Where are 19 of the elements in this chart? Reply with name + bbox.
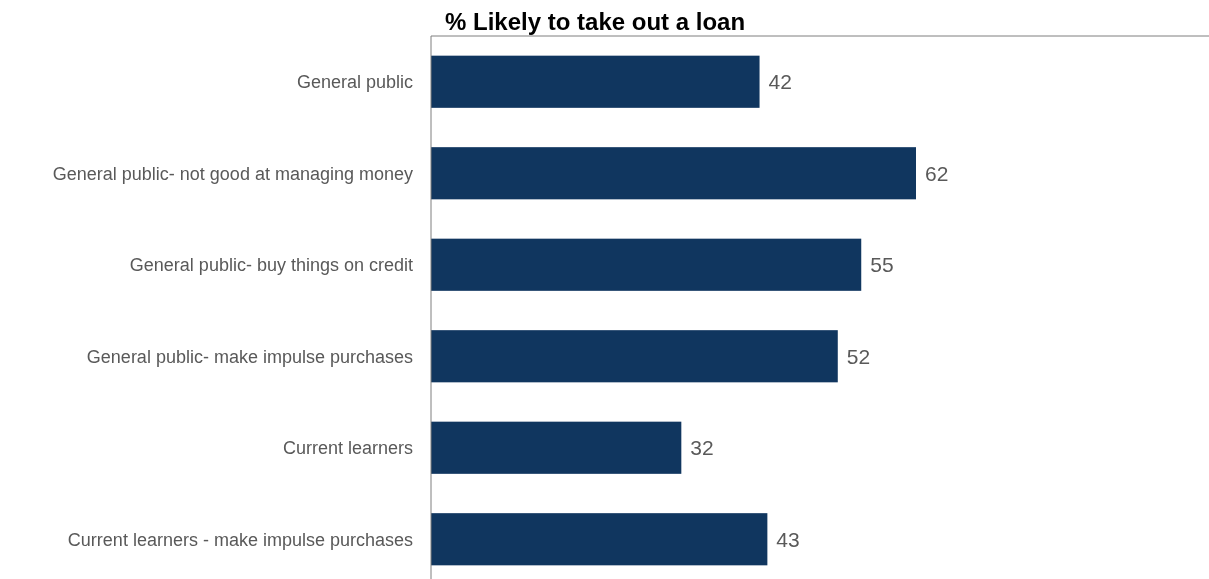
y-tick-label: General public- make impulse purchases (86, 346, 413, 367)
y-tick-label: General public- not good at managing money (52, 163, 413, 184)
chart-title: % Likely to take out a loan (445, 8, 746, 35)
data-label: 32 (690, 436, 714, 460)
bar (431, 55, 760, 108)
y-tick-label: Current learners (282, 438, 413, 459)
data-label: 42 (768, 70, 792, 94)
y-tick-label: General public- buy things on credit (129, 255, 413, 276)
bar (431, 513, 768, 566)
bar (431, 147, 916, 200)
bar (431, 421, 682, 474)
bar (431, 238, 862, 291)
data-label: 43 (776, 527, 800, 551)
bar (431, 330, 838, 383)
data-label: 52 (846, 344, 871, 368)
data-label: 62 (925, 161, 949, 185)
data-label: 55 (870, 253, 894, 277)
y-tick-label: Current learners - make impulse purchases (67, 529, 413, 550)
y-tick-label: General public (296, 72, 413, 93)
